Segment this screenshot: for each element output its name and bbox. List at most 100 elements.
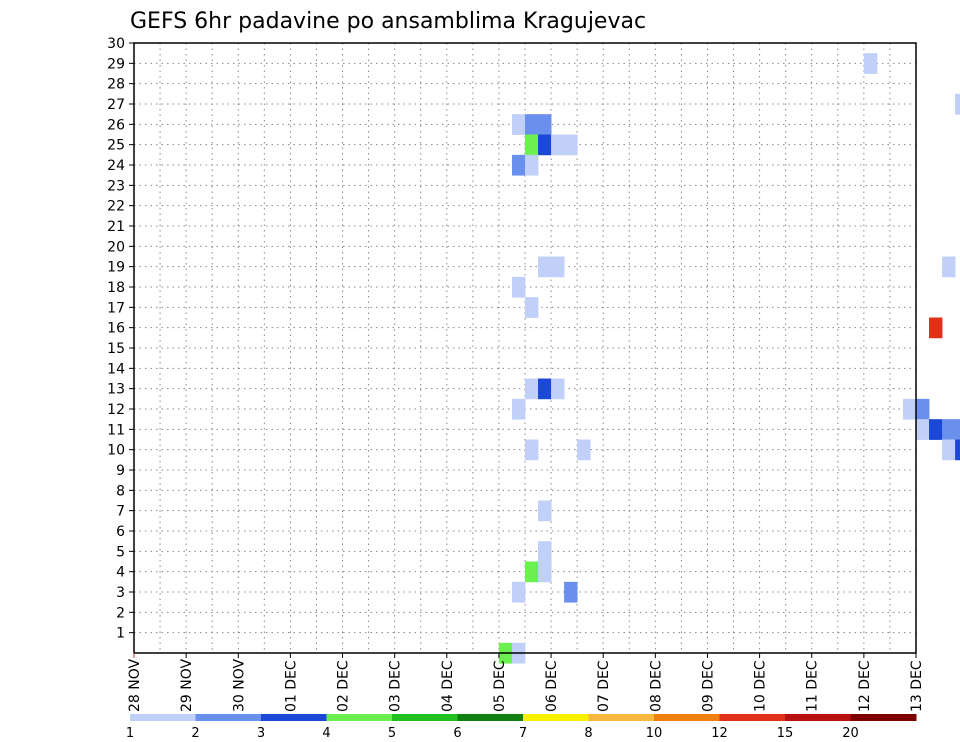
precip-cell xyxy=(564,134,578,156)
y-tick-label: 27 xyxy=(107,97,125,113)
precip-cell xyxy=(538,134,552,156)
x-axis-ticks: 28 NOV 29 NOV 30 NOV 01 DEC 02 DEC 03 DEC 04 D… xyxy=(127,653,925,712)
precip-cell xyxy=(942,439,956,461)
y-tick-label: 5 xyxy=(116,544,125,560)
precip-cell xyxy=(551,256,565,278)
colorbar-label: 15 xyxy=(777,726,794,741)
y-tick-label: 26 xyxy=(107,117,125,133)
colorbar-label: 2 xyxy=(191,726,199,741)
precip-cell xyxy=(525,154,539,176)
colorbar-label: 10 xyxy=(646,726,663,741)
colorbar-label: 6 xyxy=(453,726,461,741)
x-tick-label: 01 DEC xyxy=(283,660,299,712)
precip-cell xyxy=(955,93,960,115)
x-tick-label: 12 DEC xyxy=(857,660,873,712)
y-tick-label: 14 xyxy=(107,361,125,377)
precip-cell xyxy=(511,581,526,603)
y-tick-label: 13 xyxy=(107,382,125,398)
y-tick-label: 2 xyxy=(116,605,125,621)
x-tick-label: 05 DEC xyxy=(492,660,508,712)
colorbar-swatch xyxy=(523,714,589,721)
colorbar-label: 3 xyxy=(257,726,265,741)
x-tick-label: 11 DEC xyxy=(805,660,821,712)
colorbar-label: 4 xyxy=(322,726,330,741)
y-tick-label: 4 xyxy=(116,565,125,581)
x-tick-label: 28 NOV xyxy=(127,658,143,712)
colorbar-label: 5 xyxy=(388,726,396,741)
y-tick-label: 3 xyxy=(116,585,125,601)
y-tick-label: 10 xyxy=(107,443,125,459)
colorbar-label: 7 xyxy=(519,726,527,741)
precip-cell xyxy=(538,541,552,562)
y-tick-label: 19 xyxy=(107,260,125,276)
precip-cell xyxy=(511,276,526,298)
x-tick-label: 07 DEC xyxy=(596,660,612,712)
y-tick-label: 29 xyxy=(107,56,125,72)
precip-cell xyxy=(538,256,552,278)
colorbar-swatch xyxy=(654,714,720,721)
x-tick-label: 10 DEC xyxy=(753,660,769,712)
precip-cell xyxy=(564,581,578,603)
y-axis-ticks: 1234567891011121314151617181920212223242… xyxy=(107,36,134,642)
y-tick-label: 16 xyxy=(107,321,125,337)
x-tick-label: 29 NOV xyxy=(179,658,195,712)
precip-cell xyxy=(551,134,565,156)
x-tick-label: 30 NOV xyxy=(231,658,247,712)
colorbar-legend: 1 2 3 4 5 6 7 8 10 12 15 20 xyxy=(126,714,917,741)
y-tick-label: 6 xyxy=(116,524,125,540)
precip-cell xyxy=(538,378,552,400)
y-tick-label: 17 xyxy=(107,300,125,316)
precip-cell xyxy=(525,439,539,461)
y-tick-label: 18 xyxy=(107,280,125,296)
precip-cell xyxy=(538,500,552,522)
x-tick-label: 06 DEC xyxy=(544,660,560,712)
heatmap-cells xyxy=(498,53,960,664)
precip-cell xyxy=(538,114,552,135)
y-tick-label: 9 xyxy=(116,463,125,479)
precip-cell xyxy=(942,419,956,440)
precip-cell xyxy=(525,114,539,135)
colorbar-swatch xyxy=(457,714,524,721)
precip-cell xyxy=(929,317,943,339)
colorbar-swatch xyxy=(261,714,327,721)
precip-cell xyxy=(511,114,526,135)
precip-cell xyxy=(916,419,930,440)
y-tick-label: 11 xyxy=(107,422,125,438)
precip-cell xyxy=(863,53,878,74)
y-tick-label: 20 xyxy=(107,239,125,255)
y-tick-label: 12 xyxy=(107,402,125,418)
colorbar-label: 20 xyxy=(842,726,859,741)
y-tick-label: 24 xyxy=(107,158,125,174)
colorbar-label: 12 xyxy=(711,726,728,741)
colorbar-swatch xyxy=(719,714,786,721)
colorbar-swatch xyxy=(850,714,917,721)
precip-cell xyxy=(955,439,960,461)
y-tick-label: 30 xyxy=(107,36,125,52)
colorbar-label: 8 xyxy=(584,726,592,741)
precip-cell xyxy=(525,134,539,156)
colorbar-swatch xyxy=(195,714,262,721)
precip-cell xyxy=(525,561,539,583)
precip-cell xyxy=(551,378,565,400)
precip-cell xyxy=(916,398,930,420)
x-tick-label: 13 DEC xyxy=(909,660,925,712)
x-tick-label: 09 DEC xyxy=(700,660,716,712)
precip-cell xyxy=(955,419,960,440)
y-tick-label: 21 xyxy=(107,219,125,235)
chart-title: GEFS 6hr padavine po ansamblima Kragujev… xyxy=(130,9,646,34)
colorbar-swatch xyxy=(588,714,655,721)
precip-cell xyxy=(942,256,956,278)
precip-cell xyxy=(511,398,526,420)
y-tick-label: 15 xyxy=(107,341,125,357)
colorbar-swatch xyxy=(785,714,851,721)
y-tick-label: 25 xyxy=(107,138,125,154)
colorbar-swatch xyxy=(392,714,458,721)
precip-cell xyxy=(511,154,526,176)
x-tick-label: 02 DEC xyxy=(336,660,352,712)
y-tick-label: 22 xyxy=(107,199,125,215)
colorbar-swatch xyxy=(326,714,393,721)
colorbar-label: 1 xyxy=(126,726,134,741)
precip-cell xyxy=(525,297,539,318)
precip-cell xyxy=(929,419,943,440)
